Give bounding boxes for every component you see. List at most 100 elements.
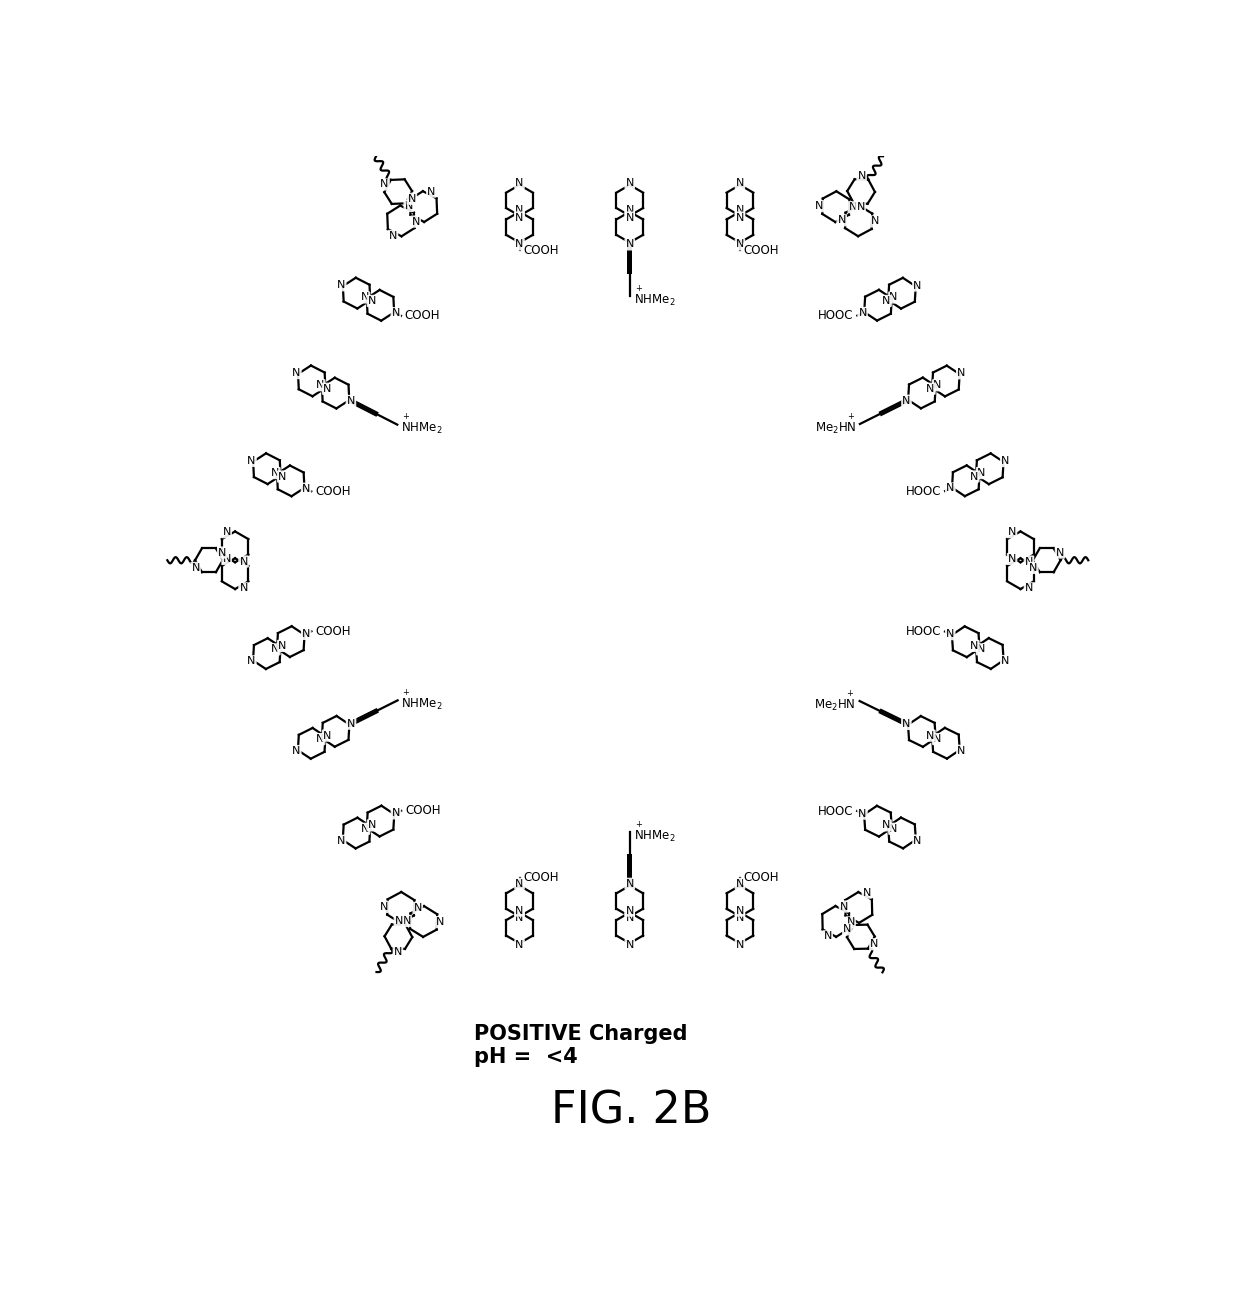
Text: N: N [222,554,231,564]
Text: COOH: COOH [315,625,351,638]
Text: N: N [322,731,331,741]
Text: N: N [625,205,634,214]
Text: $\mathsf{\overset{+}{N}HMe_2}$: $\mathsf{\overset{+}{N}HMe_2}$ [401,413,443,437]
Text: N: N [970,472,978,481]
Text: N: N [934,734,941,744]
Text: N: N [1008,528,1017,537]
Text: N: N [735,205,744,214]
Text: N: N [843,924,852,935]
Text: N: N [239,584,248,593]
Text: N: N [735,906,744,915]
Text: N: N [392,308,401,318]
Text: N: N [379,902,388,911]
Text: N: N [516,213,523,222]
Text: N: N [934,381,941,390]
Text: N: N [839,902,848,911]
Text: N: N [1029,563,1038,573]
Text: N: N [361,292,370,303]
Text: N: N [293,368,300,378]
Text: N: N [1008,554,1017,564]
Text: N: N [392,809,401,819]
Text: N: N [272,645,279,654]
Text: N: N [414,903,422,913]
Text: N: N [946,484,955,494]
Text: POSITIVE Charged: POSITIVE Charged [474,1024,687,1044]
Text: N: N [436,916,445,927]
Text: N: N [316,380,325,390]
Text: N: N [735,239,744,250]
Text: N: N [625,879,634,889]
Text: N: N [301,484,310,494]
Text: FIG. 2B: FIG. 2B [552,1089,712,1132]
Text: N: N [977,645,986,654]
Text: N: N [394,948,402,957]
Text: N: N [516,178,523,188]
Text: N: N [625,940,634,950]
Text: N: N [625,213,634,222]
Text: N: N [1024,556,1033,567]
Text: N: N [625,239,634,250]
Text: N: N [823,931,832,941]
Text: N: N [735,879,744,889]
Text: N: N [863,888,870,897]
Text: N: N [957,746,966,755]
Text: N: N [858,809,867,819]
Text: HOOC: HOOC [818,309,853,322]
Text: COOH: COOH [405,309,440,322]
Text: N: N [977,468,986,478]
Text: N: N [293,746,300,757]
Text: N: N [926,384,935,394]
Text: N: N [247,456,255,465]
Text: N: N [368,820,376,831]
Text: N: N [946,629,955,640]
Text: N: N [394,916,403,927]
Text: N: N [403,916,410,926]
Text: N: N [847,918,854,927]
Text: COOH: COOH [523,243,559,256]
Text: pH =  <4: pH = <4 [474,1046,578,1067]
Text: N: N [278,472,286,481]
Text: HOOC: HOOC [905,625,941,638]
Text: N: N [903,719,910,729]
Text: N: N [837,216,846,225]
Text: N: N [1001,456,1009,467]
Text: N: N [404,202,413,211]
Text: COOH: COOH [744,243,779,256]
Text: N: N [970,641,978,651]
Text: N: N [516,914,523,923]
Text: N: N [337,836,345,846]
Text: HOOC: HOOC [905,485,941,498]
Text: N: N [361,824,370,833]
Text: N: N [218,547,227,558]
Text: N: N [337,281,346,290]
Text: $\mathsf{\overset{+}{N}HMe_2}$: $\mathsf{\overset{+}{N}HMe_2}$ [634,285,675,308]
Text: N: N [1055,547,1064,558]
Text: $\mathsf{\overset{+}{N}HMe_2}$: $\mathsf{\overset{+}{N}HMe_2}$ [634,820,675,844]
Text: N: N [347,719,355,728]
Text: N: N [735,940,744,950]
Text: N: N [889,824,898,833]
Text: $\mathsf{\overset{+}{N}HMe_2}$: $\mathsf{\overset{+}{N}HMe_2}$ [402,689,443,712]
Text: N: N [428,187,435,196]
Text: N: N [322,384,331,394]
Text: N: N [625,906,634,915]
Text: N: N [883,820,890,831]
Text: N: N [625,914,634,923]
Text: N: N [889,292,898,303]
Text: N: N [408,194,417,204]
Text: N: N [883,296,890,306]
Text: N: N [625,178,634,188]
Text: N: N [926,731,935,741]
Text: N: N [1001,656,1009,666]
Text: N: N [516,906,523,915]
Text: N: N [239,556,248,567]
Text: N: N [957,368,966,378]
Text: COOH: COOH [744,871,779,884]
Text: N: N [316,734,325,744]
Text: $\mathsf{Me_2H\overset{+}{N}}$: $\mathsf{Me_2H\overset{+}{N}}$ [815,412,856,436]
Text: N: N [516,940,523,950]
Text: N: N [735,914,744,923]
Text: N: N [191,563,200,573]
Text: N: N [247,656,255,667]
Text: N: N [870,939,879,949]
